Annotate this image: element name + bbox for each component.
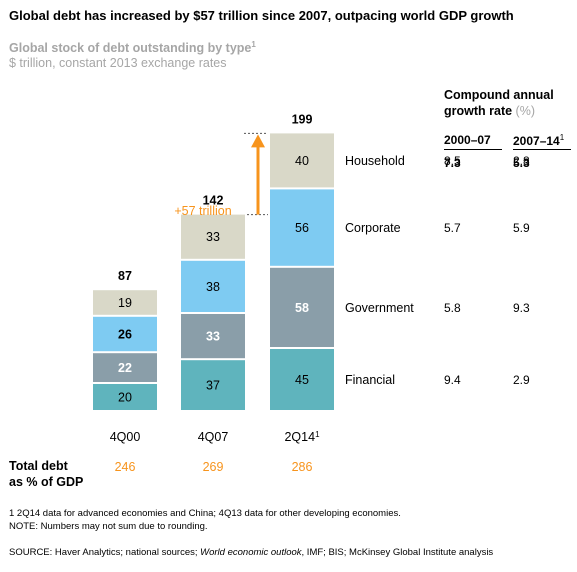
chart-subtitle: Global stock of debt outstanding by type… [9, 40, 256, 55]
x-tick-label-2q14: 2Q141 [284, 430, 320, 444]
source-prefix: SOURCE: Haver Analytics; national source… [9, 547, 201, 558]
bar-value-financial-4q07: 37 [206, 379, 220, 393]
legend-label-corporate: Corporate [345, 221, 401, 235]
bar-financial-2q14 [270, 349, 334, 410]
legend-label-financial: Financial [345, 373, 395, 387]
growth-total-2007-14: 5.3 [513, 156, 530, 170]
bar-total-2q14: 199 [292, 112, 313, 126]
growth-period-2000-07: 2000–07 [444, 133, 491, 147]
bar-household-4q07 [181, 214, 245, 259]
footnote-note: NOTE: Numbers may not sum due to roundin… [9, 521, 208, 532]
legend-label-household: Household [345, 154, 405, 168]
growth-period-label: 2007–14 [513, 134, 560, 148]
growth-2007-14-government: 9.3 [513, 301, 530, 315]
growth-2007-14-corporate: 5.9 [513, 221, 530, 235]
increase-arrow-head [251, 134, 265, 148]
subtitle-footnote-marker: 1 [251, 40, 256, 49]
bar-corporate-2q14 [270, 189, 334, 266]
growth-2007-14-financial: 2.9 [513, 373, 530, 387]
increase-label: +57 trillion [174, 204, 231, 218]
bar-value-household-4q00: 19 [118, 296, 132, 310]
source-italic: World economic outlook [200, 547, 302, 558]
total-debt-gdp-label-line2: as % of GDP [9, 475, 84, 489]
legend-label-government: Government [345, 301, 414, 315]
bar-value-financial-2q14: 45 [295, 373, 309, 387]
growth-period-2007-14: 2007–141 [513, 133, 564, 148]
growth-header-line2: growth rate (%) [444, 104, 535, 118]
growth-header-text: growth rate [444, 104, 513, 118]
footnote-1: 1 2Q14 data for advanced economies and C… [9, 508, 401, 519]
total-debt-gdp-label: Total debt as % of GDP [9, 458, 83, 490]
growth-header-rule-1 [444, 149, 502, 150]
x-tick-footnote-marker: 1 [315, 430, 320, 439]
bar-government-4q00 [93, 353, 157, 382]
bar-value-government-2q14: 58 [295, 301, 309, 315]
bar-total-4q00: 87 [118, 269, 132, 283]
bar-value-household-4q07: 33 [206, 230, 220, 244]
subtitle-text: Global stock of debt outstanding by type [9, 41, 252, 56]
bar-value-financial-4q00: 20 [118, 391, 132, 405]
growth-header-line1: Compound annual [444, 88, 554, 102]
bar-household-4q00 [93, 290, 157, 315]
growth-2000-07-government: 5.8 [444, 301, 461, 315]
x-tick-label-4q00: 4Q00 [110, 430, 141, 444]
debt-pct-gdp-4q07: 269 [203, 460, 224, 474]
growth-2000-07-corporate: 5.7 [444, 221, 461, 235]
growth-2000-07-household: 8.5 [444, 154, 461, 168]
chart-units: $ trillion, constant 2013 exchange rates [9, 56, 227, 70]
footnote-source: SOURCE: Haver Analytics; national source… [9, 547, 493, 558]
bar-government-4q07 [181, 314, 245, 359]
bar-value-government-4q00: 22 [118, 361, 132, 375]
bar-value-corporate-2q14: 56 [295, 221, 309, 235]
growth-header-rule-2 [513, 149, 571, 150]
bar-value-corporate-4q07: 38 [206, 280, 220, 294]
x-tick-label-4q07: 4Q07 [198, 430, 229, 444]
bar-value-household-2q14: 40 [295, 154, 309, 168]
bar-financial-4q07 [181, 360, 245, 410]
total-debt-gdp-label-line1: Total debt [9, 459, 68, 473]
bar-value-government-4q07: 33 [206, 330, 220, 344]
page-title: Global debt has increased by $57 trillio… [9, 8, 514, 23]
bar-value-corporate-4q00: 26 [118, 328, 132, 342]
bar-household-2q14 [270, 133, 334, 188]
growth-2000-07-financial: 9.4 [444, 373, 461, 387]
bar-financial-4q00 [93, 384, 157, 410]
growth-header-unit: (%) [515, 104, 535, 118]
growth-period-footnote-marker: 1 [559, 133, 565, 142]
bar-government-2q14 [270, 267, 334, 347]
debt-pct-gdp-4q00: 246 [115, 460, 136, 474]
debt-pct-gdp-2q14: 286 [292, 460, 313, 474]
bar-corporate-4q07 [181, 260, 245, 312]
growth-total-2000-07: 7.3 [444, 156, 461, 170]
bar-total-4q07: 142 [203, 194, 224, 208]
growth-2007-14-household: 2.8 [513, 154, 530, 168]
source-suffix: , IMF; BIS; McKinsey Global Institute an… [301, 547, 494, 558]
bar-corporate-4q00 [93, 316, 157, 352]
